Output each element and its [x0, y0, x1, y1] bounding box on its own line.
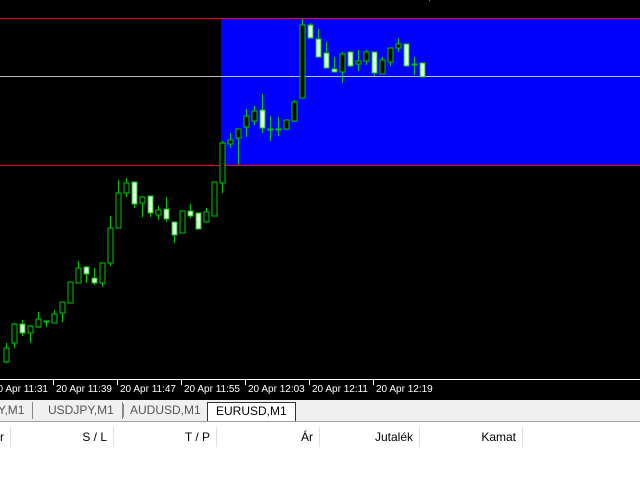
- candle-body: [419, 62, 426, 78]
- time-label: 20 Apr 11:31: [0, 384, 48, 395]
- candle-body: [147, 195, 154, 214]
- column-header-interest[interactable]: Kamat: [420, 427, 523, 447]
- candle-body: [139, 196, 146, 204]
- candle-body: [379, 59, 386, 75]
- time-label: 20 Apr 12:11: [312, 384, 368, 395]
- candle-body: [43, 320, 50, 323]
- candle-body: [267, 128, 274, 131]
- candle-body: [339, 53, 346, 73]
- time-label: 20 Apr 12:03: [248, 384, 305, 395]
- tab-partial[interactable]: Y,M1: [0, 402, 34, 419]
- candle-body: [211, 181, 218, 217]
- candle-body: [115, 192, 122, 229]
- candle-body: [83, 266, 90, 275]
- candle-body: [347, 51, 354, 67]
- price-zone-rectangle: [221, 18, 640, 165]
- candle-body: [59, 301, 66, 314]
- candle-body: [155, 209, 162, 216]
- candle-body: [131, 181, 138, 205]
- candle-body: [355, 60, 362, 65]
- candle-body: [331, 68, 338, 73]
- candle-body: [235, 128, 242, 139]
- candle-body: [283, 119, 290, 130]
- candle-body: [299, 24, 306, 99]
- candle-body: [291, 101, 298, 122]
- candle-body: [275, 128, 282, 131]
- candle-body: [411, 63, 418, 66]
- candle-body: [251, 110, 258, 122]
- candle-body: [11, 323, 18, 344]
- candle-body: [67, 281, 74, 304]
- candlestick-chart[interactable]: 20 Apr 11:31 20 Apr 11:39 20 Apr 11:47 20 A…: [0, 0, 640, 400]
- candle-body: [163, 208, 170, 220]
- column-header-commission[interactable]: Jutalék: [320, 427, 420, 447]
- candle-body: [19, 323, 26, 334]
- time-label: 20 Apr 11:55: [184, 384, 240, 395]
- candle-body: [99, 262, 106, 284]
- tab-usdjpy[interactable]: USDJPY,M1: [48, 402, 123, 419]
- candle-body: [259, 109, 266, 129]
- candle-body: [179, 210, 186, 234]
- candle-body: [371, 51, 378, 74]
- column-header-sl[interactable]: S / L: [11, 427, 114, 447]
- tab-audusd[interactable]: AUDUSD,M1: [130, 403, 201, 417]
- candle-body: [403, 43, 410, 67]
- time-label: 20 Apr 11:39: [56, 384, 112, 395]
- candle-body: [171, 221, 178, 236]
- trade-table-header: Ár S / L T / P Ár Jutalék Kamat: [0, 427, 640, 447]
- candle-body: [35, 318, 42, 328]
- candle-body: [203, 211, 210, 223]
- candle-body: [123, 182, 130, 194]
- time-label: 20 Apr 12:19: [376, 384, 433, 395]
- candle-body: [107, 227, 114, 264]
- column-header-price[interactable]: Ár: [217, 427, 320, 447]
- candle-body: [307, 24, 314, 39]
- price-chart[interactable]: 20 Apr 11:31 20 Apr 11:39 20 Apr 11:47 20 A…: [0, 0, 640, 400]
- candle-body: [219, 142, 226, 184]
- candle-body: [3, 347, 10, 363]
- time-label: 20 Apr 11:47: [120, 384, 176, 395]
- candle-body: [91, 277, 98, 284]
- candle-body: [395, 43, 402, 49]
- candle-body: [51, 313, 58, 324]
- column-header-tp[interactable]: T / P: [114, 427, 217, 447]
- candle-body: [187, 210, 194, 217]
- candle-body: [75, 267, 82, 284]
- candle-body: [227, 139, 234, 145]
- candle-body: [195, 212, 202, 230]
- chart-tab-bar: Y,M1 USDJPY,M1 AUDUSD,M1 EURUSD,M1: [0, 400, 640, 422]
- candle-body: [323, 52, 330, 69]
- candle-body: [27, 325, 34, 334]
- candle-body: [315, 38, 322, 58]
- column-header-price-partial[interactable]: Ár: [0, 427, 11, 447]
- candle-body: [387, 47, 394, 63]
- tab-divider: [123, 404, 124, 417]
- candle-body: [363, 51, 370, 62]
- crosshair-icon: +: [427, 0, 432, 4]
- candle-body: [243, 115, 250, 128]
- tab-eurusd[interactable]: EURUSD,M1: [207, 402, 296, 421]
